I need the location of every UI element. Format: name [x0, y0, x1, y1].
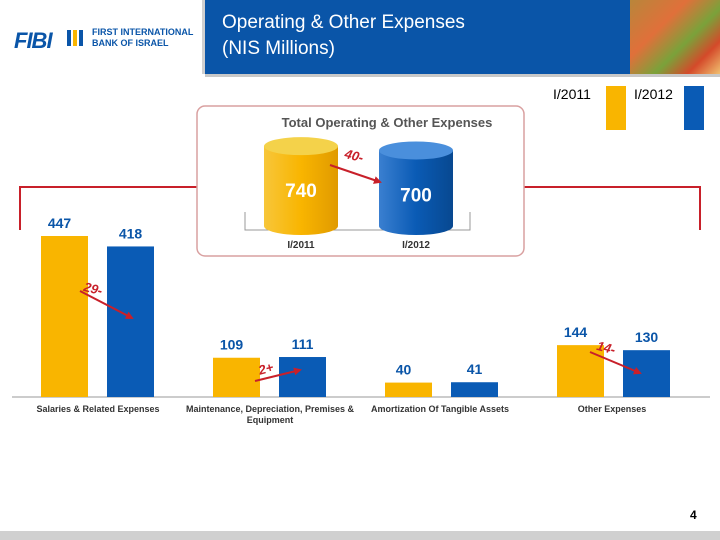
change-arrow-0: [79, 290, 134, 319]
title-line2: (NIS Millions): [222, 38, 335, 59]
logo-line2: BANK OF ISRAEL: [92, 38, 169, 48]
inset-change-arrow: [329, 164, 382, 184]
legend-label-2012: I/2012: [634, 86, 673, 102]
inset-category-2012: I/2012: [402, 240, 430, 251]
logo-text: FIRST INTERNATIONAL BANK OF ISRAEL: [92, 27, 193, 49]
main-value-labels: 447 418 109 111 40 41 144 130: [48, 215, 659, 378]
value-label-1-1: 111: [292, 336, 314, 352]
change-label-1: 2+: [256, 359, 276, 378]
bar-0-1: [107, 246, 154, 397]
inset-cylinder-0: [264, 146, 338, 235]
inset-cylinders: 740 700: [264, 137, 453, 235]
category-labels: Salaries & Related Expenses Maintenance, …: [36, 404, 646, 425]
inset-category-2011: I/2011: [287, 240, 315, 251]
header-bar: FIBI FIRST INTERNATIONAL BANK OF ISRAEL …: [0, 0, 720, 74]
change-arrow-1: [254, 367, 302, 382]
page-number: 4: [690, 508, 697, 522]
value-label-3-0: 144: [564, 324, 588, 340]
legend-label-2011: I/2011: [553, 86, 591, 102]
legend-swatch-2012: [684, 86, 704, 130]
value-label-3-1: 130: [635, 329, 659, 345]
title-line1: Operating & Other Expenses: [222, 12, 465, 33]
inset-value-1: 700: [400, 185, 432, 206]
value-label-0-1: 418: [119, 225, 143, 241]
category-label-2: Amortization Of Tangible Assets: [371, 404, 509, 414]
value-label-1-0: 109: [220, 337, 244, 353]
change-label-0: 29-: [81, 279, 104, 299]
bar-1-0: [213, 357, 260, 397]
bar-0-0: [41, 236, 88, 397]
change-label-3: 14-: [595, 338, 617, 357]
category-label-1: Maintenance, Depreciation, Premises & Equ…: [186, 404, 355, 425]
change-marks: 29- 2+ 14-: [79, 279, 642, 382]
inset-cylinder-top-0: [264, 137, 338, 156]
inset-value-0: 740: [285, 181, 317, 202]
header-photo: [630, 0, 720, 74]
inset-title: Total Operating & Other Expenses: [282, 115, 493, 130]
category-label-0: Salaries & Related Expenses: [36, 404, 159, 414]
header-shadow: [205, 74, 720, 77]
value-label-2-0: 40: [396, 362, 412, 378]
logo-line1: FIRST INTERNATIONAL: [92, 27, 194, 37]
logo-mark: FIBI: [14, 28, 53, 53]
inset-base: [244, 212, 471, 231]
inset-cylinder-1: [379, 150, 453, 235]
change-arrow-3: [589, 351, 642, 375]
category-label-3: Other Expenses: [578, 404, 647, 414]
page-title: Operating & Other Expenses (NIS Millions…: [222, 10, 465, 62]
bar-2-1: [451, 382, 498, 397]
footer-line: [0, 531, 720, 540]
legend-swatch-2011: [606, 86, 626, 130]
value-label-2-1: 41: [467, 361, 483, 377]
bar-1-1: [279, 357, 326, 397]
logo: FIBI FIRST INTERNATIONAL BANK OF ISRAEL: [0, 0, 205, 74]
logo-bars-icon: [67, 30, 83, 46]
inset-cylinder-top-1: [379, 141, 453, 160]
main-bars: [41, 236, 670, 397]
inset-change-label: 40-: [342, 146, 365, 166]
value-label-0-0: 447: [48, 215, 72, 231]
bar-3-1: [623, 350, 670, 397]
bar-2-0: [385, 382, 432, 397]
